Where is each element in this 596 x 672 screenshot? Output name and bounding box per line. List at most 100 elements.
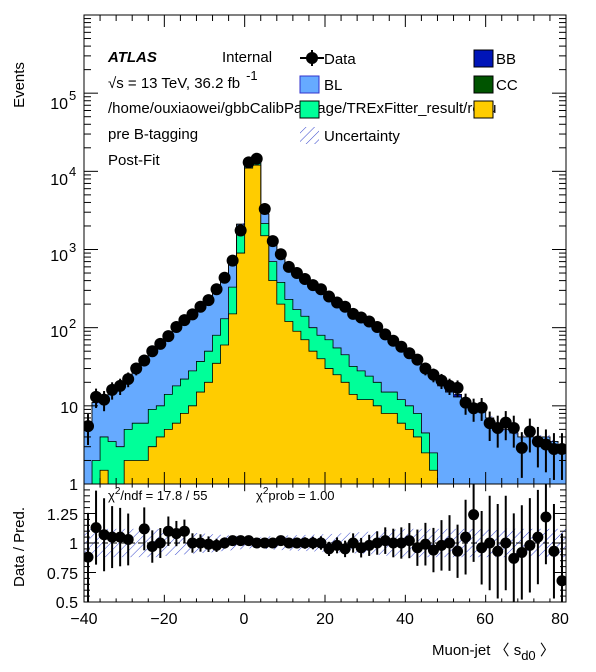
ratio-point: [259, 537, 271, 549]
data-point: [162, 330, 175, 343]
legend-item-yellow: [473, 100, 494, 119]
data-point: [202, 294, 215, 307]
ratio-point: [154, 537, 166, 549]
data-point: [186, 308, 199, 321]
legend-item-cc: CC: [473, 75, 518, 94]
data-point: [451, 381, 464, 394]
energy-lumi: √s = 13 TeV, 36.2 fb -1: [108, 68, 258, 92]
axis-ticks: [83, 15, 567, 603]
ratio-points: [84, 484, 566, 602]
data-point: [234, 224, 247, 237]
ratio-point: [106, 531, 118, 543]
x-axis-label-text: Muon-jet 〈 sd0 〉: [432, 642, 555, 663]
ratio-point: [122, 533, 134, 545]
data-point: [146, 345, 159, 358]
atlas-experiment: ATLAS: [107, 49, 157, 66]
x-tick-labels: −40 −20 0 20 40 60 80: [70, 611, 569, 628]
ratio-point: [419, 538, 431, 550]
ratio-point: [283, 537, 295, 549]
y-tick-exp: 3: [69, 240, 76, 255]
legend-item-bb: BB: [473, 49, 516, 68]
data-point: [274, 248, 287, 261]
data-point: [555, 443, 566, 456]
data-point: [226, 254, 239, 267]
y-tick-label: 0.75: [47, 566, 78, 583]
y-tick-exp: 4: [69, 164, 76, 179]
ratio-point: [403, 535, 415, 547]
ratio-point: [516, 546, 528, 558]
ratio-point: [452, 545, 464, 557]
data-point: [98, 393, 111, 406]
legend-label: BL: [324, 77, 342, 94]
data-point: [258, 202, 271, 215]
chi2-ndf: χ2/ndf = 17.8 / 55: [108, 486, 208, 503]
x-tick-label: 20: [316, 611, 334, 628]
y-tick-label: 10: [50, 172, 68, 189]
ratio-point: [468, 509, 480, 521]
ratio-uncertainty-bin: [132, 528, 141, 558]
ratio-point: [540, 511, 552, 523]
data-point: [507, 422, 520, 435]
legend: Data BL Uncertainty BB CC: [299, 49, 518, 145]
data-point: [250, 152, 263, 165]
chi2-label: χ2/ndf = 17.8 / 55 χ2prob = 1.00: [108, 486, 335, 503]
ratio-point: [339, 543, 351, 555]
ratio-point: [500, 537, 512, 549]
ratio-point: [508, 552, 520, 564]
ratio-point: [315, 537, 327, 549]
data-point: [170, 320, 183, 333]
ratio-point: [90, 522, 102, 534]
data-point: [395, 340, 408, 353]
ratio-point: [307, 537, 319, 549]
ratio-point: [203, 538, 215, 550]
ratio-point: [186, 537, 198, 549]
legend-label: BB: [496, 51, 516, 68]
legend-item-data: Data: [300, 50, 356, 68]
data-point: [515, 441, 528, 454]
y-tick-exp: 5: [69, 88, 76, 103]
x-tick-label: 0: [240, 611, 249, 628]
legend-item-uncertainty: Uncertainty: [300, 127, 400, 145]
data-point: [339, 300, 352, 313]
data-point: [218, 271, 231, 284]
ratio-point: [194, 537, 206, 549]
data-point: [130, 362, 143, 375]
data-point: [138, 354, 151, 367]
ratio-point: [138, 523, 150, 535]
ratio-point: [484, 537, 496, 549]
legend-item-green: [299, 100, 320, 119]
data-point: [411, 353, 424, 366]
data-points: [84, 152, 566, 480]
ratio-point: [251, 537, 263, 549]
data-point: [403, 347, 416, 360]
ratio-point: [492, 545, 504, 557]
stacked-histogram: [84, 159, 566, 484]
y-tick-exp: 2: [69, 316, 76, 331]
x-axis-label: Muon-jet 〈 sd0 〉: [432, 642, 555, 663]
fit-label: Post-Fit: [108, 152, 161, 169]
ratio-point: [291, 537, 303, 549]
atlas-status: Internal: [222, 49, 272, 66]
y-tick-label: 10: [50, 96, 68, 113]
data-point: [266, 235, 279, 248]
x-tick-label: 40: [396, 611, 414, 628]
data-point: [154, 337, 167, 350]
legend-item-bl: BL: [299, 75, 342, 94]
ratio-point: [444, 537, 456, 549]
data-point: [379, 328, 392, 341]
ratio-point: [347, 537, 359, 549]
ratio-point: [476, 542, 488, 554]
x-tick-label: −40: [70, 611, 97, 628]
legend-label: Uncertainty: [324, 128, 400, 145]
y-axis-label-main: Events: [11, 62, 28, 108]
y-tick-labels-ratio: 0.5 0.75 1 1.25: [47, 507, 78, 612]
ratio-point: [387, 537, 399, 549]
y-tick-labels-main: 1 10 10 2 10 3 10 4 10 5: [50, 88, 78, 494]
legend-label: CC: [496, 77, 518, 94]
data-point: [523, 425, 536, 438]
region-label: pre B-tagging: [108, 126, 198, 143]
ratio-point: [532, 531, 544, 543]
y-tick-label: 1: [69, 477, 78, 494]
ratio-point: [427, 544, 439, 556]
